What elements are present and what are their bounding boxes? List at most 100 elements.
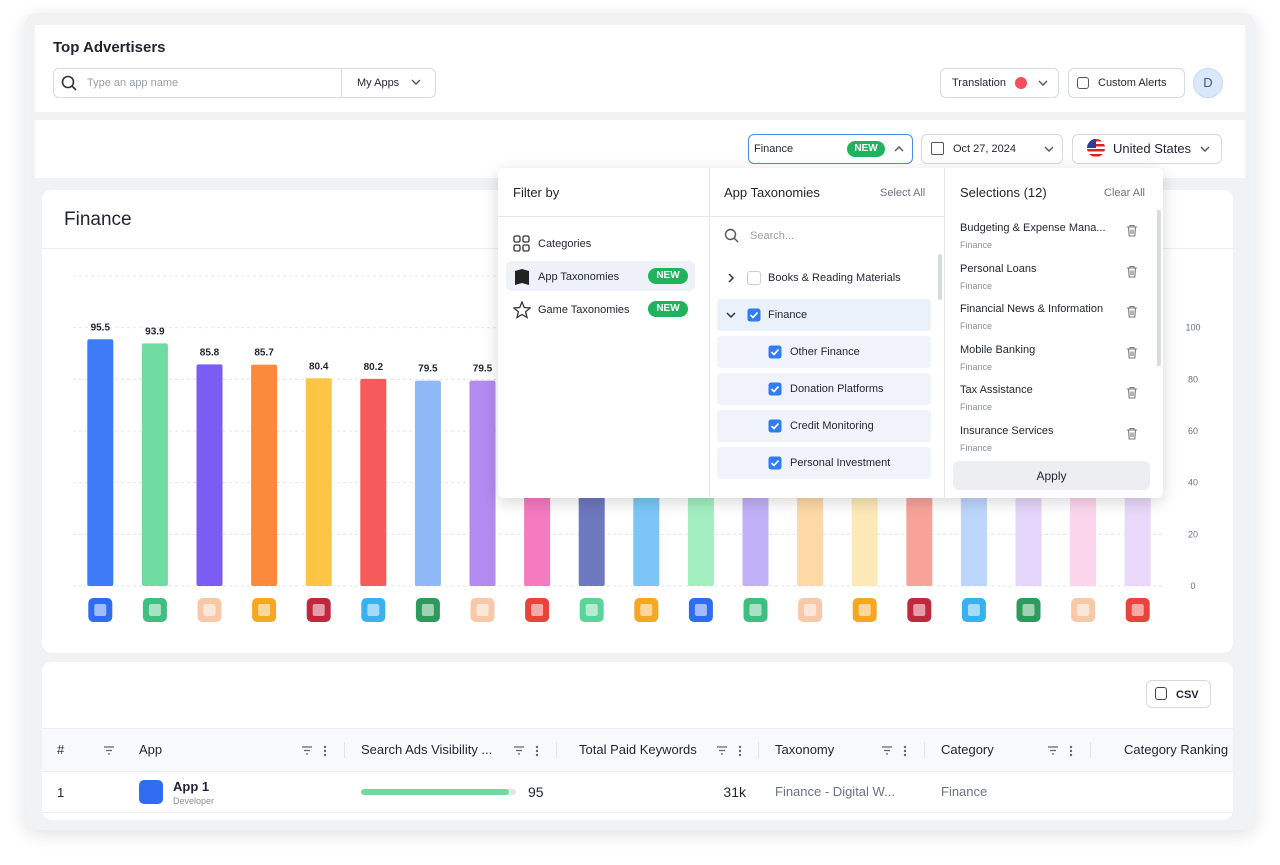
checkbox <box>768 382 782 396</box>
checkbox <box>768 345 782 359</box>
filter-icon <box>104 746 114 755</box>
filter-icon <box>882 746 892 755</box>
filter-icon <box>1048 746 1058 755</box>
table-card: CSV # App Search Ads Visibility ... Total P… <box>42 662 1233 820</box>
chevron <box>1200 146 1210 152</box>
column-header[interactable]: Total Paid Keywords <box>579 742 697 757</box>
selection-name: Financial News & Information <box>960 303 1104 316</box>
filter-option[interactable]: Categories <box>538 238 592 250</box>
delete-icon <box>1127 306 1137 318</box>
column-header[interactable]: Taxonomy <box>775 742 835 757</box>
option-icon <box>513 301 531 319</box>
calendar-icon <box>931 142 944 155</box>
delete-icon <box>1127 224 1137 237</box>
column-separator <box>758 742 759 758</box>
menu-icon <box>535 745 539 757</box>
taxonomy-item[interactable]: Finance <box>768 309 808 321</box>
delete-icon <box>1127 387 1137 399</box>
taxonomy-search[interactable]: Search... <box>750 230 795 242</box>
delete-icon <box>1127 427 1137 440</box>
chevron <box>1038 80 1048 86</box>
header-divider <box>498 216 944 217</box>
taxonomy-child[interactable]: Other Finance <box>790 346 860 358</box>
taxonomy-value: Finance <box>754 143 794 155</box>
menu-icon <box>738 745 742 757</box>
country-value: United States <box>1113 141 1192 156</box>
select-all[interactable]: Select All <box>880 187 926 199</box>
search-icon <box>61 75 77 91</box>
menu-icon <box>323 745 327 757</box>
csv-button[interactable] <box>1146 680 1211 708</box>
my-apps[interactable]: My Apps <box>357 77 400 89</box>
app-icon <box>139 780 163 804</box>
search-icon <box>724 228 739 243</box>
avatar[interactable] <box>1193 68 1223 98</box>
visibility-fill <box>361 789 509 795</box>
taxonomy-child[interactable]: Personal Investment <box>790 457 891 469</box>
scrollbar <box>1157 210 1161 366</box>
expand-chevron <box>726 312 736 319</box>
search-box[interactable] <box>53 68 436 98</box>
visibility-value: 95 <box>528 784 544 800</box>
filter-panel: Filter by App Taxonomies Select All Sear… <box>498 168 1163 498</box>
translation-button[interactable] <box>940 68 1059 98</box>
column-separator <box>344 742 345 758</box>
column-separator <box>556 742 557 758</box>
expand-chevron <box>728 273 735 283</box>
taxonomy-select[interactable] <box>748 134 913 164</box>
chevron-up <box>894 146 904 152</box>
new-badge: NEW <box>847 141 885 157</box>
paid-keywords: 31k <box>723 784 746 800</box>
taxonomy-item[interactable]: Books & Reading Materials <box>768 272 901 284</box>
avatar-letter: D <box>1203 75 1213 90</box>
menu-icon <box>1069 745 1073 757</box>
column-header[interactable]: # <box>57 742 65 757</box>
checkbox <box>768 456 782 470</box>
filter-option[interactable]: Game Taxonomies <box>538 304 630 316</box>
clear-all[interactable]: Clear All <box>1104 187 1145 199</box>
app-name[interactable]: App 1 <box>173 779 210 794</box>
column-header[interactable]: Search Ads Visibility ... <box>361 742 493 757</box>
taxonomy-child[interactable]: Donation Platforms <box>790 383 884 395</box>
table-header <box>42 728 1233 772</box>
search-placeholder: Type an app name <box>87 77 179 89</box>
translation-label: Translation <box>952 77 1007 89</box>
date-select[interactable] <box>921 134 1063 164</box>
selection-category: Finance <box>960 280 993 291</box>
column-separator <box>924 742 925 758</box>
filter-option[interactable]: App Taxonomies <box>538 271 620 283</box>
column-header[interactable]: Category Ranking <box>1124 742 1229 757</box>
divider <box>341 68 342 98</box>
filter-icon <box>514 746 524 755</box>
delete-icon <box>1127 346 1137 359</box>
selection-category: Finance <box>960 321 993 332</box>
selection-name: Budgeting & Expense Mana... <box>960 222 1106 234</box>
developer: Developer <box>173 796 215 806</box>
taxonomies-title: App Taxonomies <box>724 185 820 200</box>
selections-title: Selections (12) <box>960 185 1047 200</box>
custom-alerts-button[interactable] <box>1068 68 1185 98</box>
column-divider <box>709 168 710 498</box>
apply-label: Apply <box>1036 469 1067 483</box>
taxonomy-child[interactable]: Credit Monitoring <box>790 420 874 432</box>
date-value: Oct 27, 2024 <box>953 143 1016 155</box>
page-title: Top Advertisers <box>53 39 166 56</box>
selection-name: Insurance Services <box>960 425 1054 437</box>
status-dot <box>1015 77 1027 89</box>
option-icon <box>515 269 529 285</box>
chevron <box>411 79 421 85</box>
column-header[interactable]: Category <box>941 742 994 757</box>
column-header[interactable]: App <box>139 742 163 757</box>
selection-category: Finance <box>960 240 993 250</box>
checkbox <box>768 419 782 433</box>
new-badge: NEW <box>648 268 688 284</box>
selection-name: Tax Assistance <box>960 384 1033 397</box>
row-divider <box>42 812 1233 813</box>
new-badge: NEW <box>648 301 688 317</box>
flag <box>1087 139 1105 157</box>
selection-category: Finance <box>960 443 993 453</box>
column-divider <box>944 168 945 498</box>
chevron <box>1044 146 1054 152</box>
header: Top Advertisers Type an app name My Apps… <box>35 25 1245 112</box>
